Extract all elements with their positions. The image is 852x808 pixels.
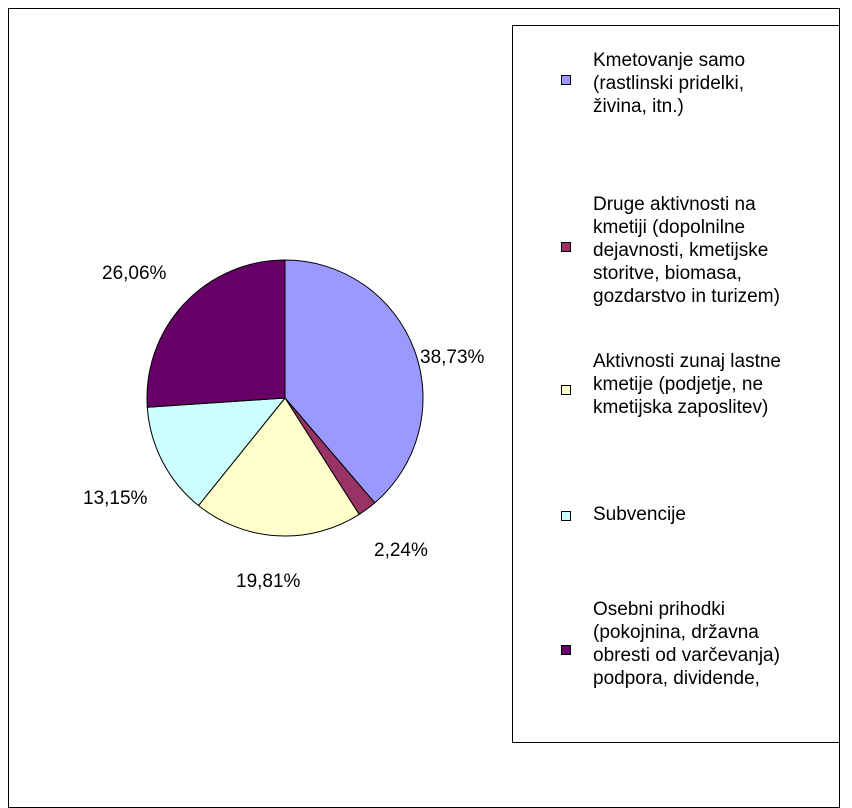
legend-label-osebni-prihodki: Osebni prihodki (pokojnina, državna obre… (593, 599, 780, 689)
pie-slice-subvencije (146, 397, 287, 507)
slice-label-druge-aktivnosti: 2,24% (374, 540, 428, 561)
slice-label-kmetovanje: 38,73% (420, 347, 485, 368)
pie-slice-osebni-prihodki (146, 259, 286, 408)
legend-swatch-kmetovanje (561, 75, 571, 85)
legend-swatch-osebni-prihodki (561, 645, 571, 655)
legend-label-subvencije: Subvencije (593, 504, 686, 525)
pie-slice-aktivnosti-zunaj (197, 397, 360, 537)
slice-label-aktivnosti-zunaj: 19,81% (236, 571, 301, 592)
legend-swatch-subvencije (561, 511, 571, 521)
legend-swatch-aktivnosti-zunaj (561, 385, 571, 395)
pie-slice-kmetovanje (284, 259, 424, 504)
slice-label-subvencije: 13,15% (83, 488, 148, 509)
legend-label-kmetovanje: Kmetovanje samo (rastlinski pridelki, ži… (593, 50, 746, 117)
legend-label-aktivnosti-zunaj: Aktivnosti zunaj lastne kmetije (podjetj… (593, 351, 781, 418)
slice-label-osebni-prihodki: 26,06% (102, 263, 167, 284)
legend-swatch-druge-aktivnosti (561, 242, 571, 252)
pie-chart (146, 259, 424, 537)
legend: Kmetovanje samo (rastlinski pridelki, ži… (512, 25, 840, 743)
legend-label-druge-aktivnosti: Druge aktivnosti na kmetiji (dopolnilne … (593, 194, 780, 307)
